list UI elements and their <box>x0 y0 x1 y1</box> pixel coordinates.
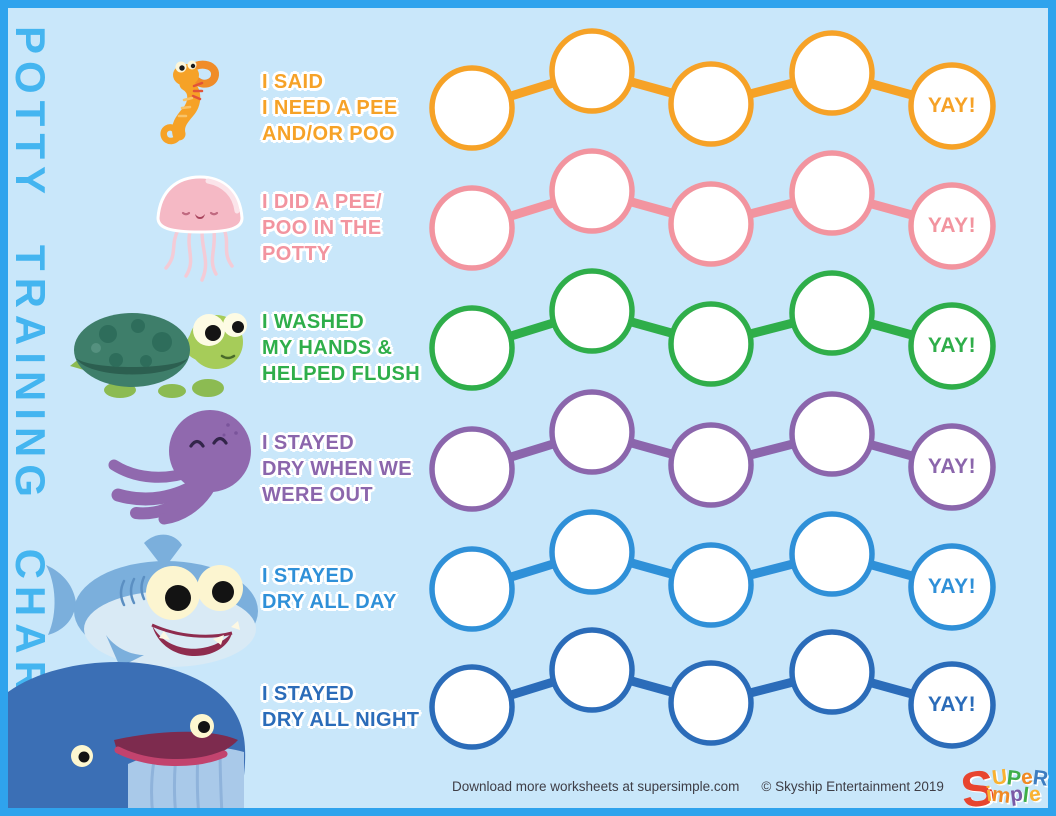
yay-label: YAY! <box>927 334 977 357</box>
shark-illustration <box>36 529 261 671</box>
progress-circle <box>429 305 515 391</box>
yay-circle <box>908 62 996 150</box>
footer-credits: Download more worksheets at supersimple.… <box>452 779 944 794</box>
progress-circle <box>668 301 754 387</box>
progress-circle <box>429 65 515 151</box>
progress-circle <box>549 148 635 234</box>
progress-circle <box>789 150 875 236</box>
octopus-illustration <box>106 403 264 525</box>
progress-circle <box>668 542 754 628</box>
jellyfish-illustration <box>150 168 250 286</box>
chart-row-seahorse: I SAID I NEED A PEE AND/OR POO YAY! <box>0 28 1056 168</box>
chart-row-octopus: I STAYED DRY WHEN WE WERE OUT YAY! <box>0 389 1056 529</box>
footer-download-text: Download more worksheets at supersimple.… <box>452 779 740 794</box>
chart-row-jellyfish: I DID A PEE/ POO IN THE POTTY YAY! <box>0 148 1056 288</box>
footer-copyright: © Skyship Entertainment 2019 <box>761 779 944 794</box>
progress-circle <box>668 181 754 267</box>
logo-letter: e <box>1027 782 1043 807</box>
turtle-illustration <box>68 300 258 402</box>
progress-circle <box>429 546 515 632</box>
seahorse-illustration <box>148 56 220 148</box>
yay-label: YAY! <box>927 693 977 716</box>
task-label: I SAID I NEED A PEE AND/OR POO <box>262 71 398 145</box>
task-label: I WASHED MY HANDS & HELPED FLUSH <box>262 311 421 385</box>
yay-circle <box>908 543 996 631</box>
progress-circle <box>789 391 875 477</box>
yay-circle <box>908 302 996 390</box>
progress-chain <box>410 143 1010 273</box>
task-label: I STAYED DRY ALL NIGHT <box>262 683 420 731</box>
yay-label: YAY! <box>927 94 977 117</box>
task-label: I STAYED DRY ALL DAY <box>262 565 397 613</box>
progress-chain <box>410 263 1010 393</box>
yay-label: YAY! <box>927 455 977 478</box>
task-label: I DID A PEE/ POO IN THE POTTY <box>262 191 383 265</box>
progress-circle <box>668 660 754 746</box>
progress-circle <box>549 509 635 595</box>
progress-circle <box>668 61 754 147</box>
progress-chain <box>410 504 1010 634</box>
yay-label: YAY! <box>927 575 977 598</box>
progress-circle <box>668 422 754 508</box>
progress-circle <box>789 270 875 356</box>
yay-circle <box>908 423 996 511</box>
progress-circle <box>549 389 635 475</box>
yay-label: YAY! <box>927 214 977 237</box>
whale-illustration <box>8 646 260 816</box>
progress-circle <box>549 627 635 713</box>
progress-circle <box>789 629 875 715</box>
progress-circle <box>429 426 515 512</box>
progress-chain <box>410 23 1010 153</box>
yay-circle <box>908 182 996 270</box>
chart-row-whale: I STAYED DRY ALL NIGHT YAY! <box>0 627 1056 816</box>
progress-circle <box>429 664 515 750</box>
progress-circle <box>549 268 635 354</box>
progress-chain <box>410 622 1010 752</box>
task-label: I STAYED DRY WHEN WE WERE OUT <box>262 432 412 506</box>
progress-chain <box>410 384 1010 514</box>
progress-circle <box>549 28 635 114</box>
progress-circle <box>429 185 515 271</box>
progress-circle <box>789 30 875 116</box>
chart-row-turtle: I WASHED MY HANDS & HELPED FLUSH YAY! <box>0 268 1056 408</box>
yay-circle <box>908 661 996 749</box>
progress-circle <box>789 511 875 597</box>
chart-row-shark: I STAYED DRY ALL DAY YAY! <box>0 509 1056 667</box>
